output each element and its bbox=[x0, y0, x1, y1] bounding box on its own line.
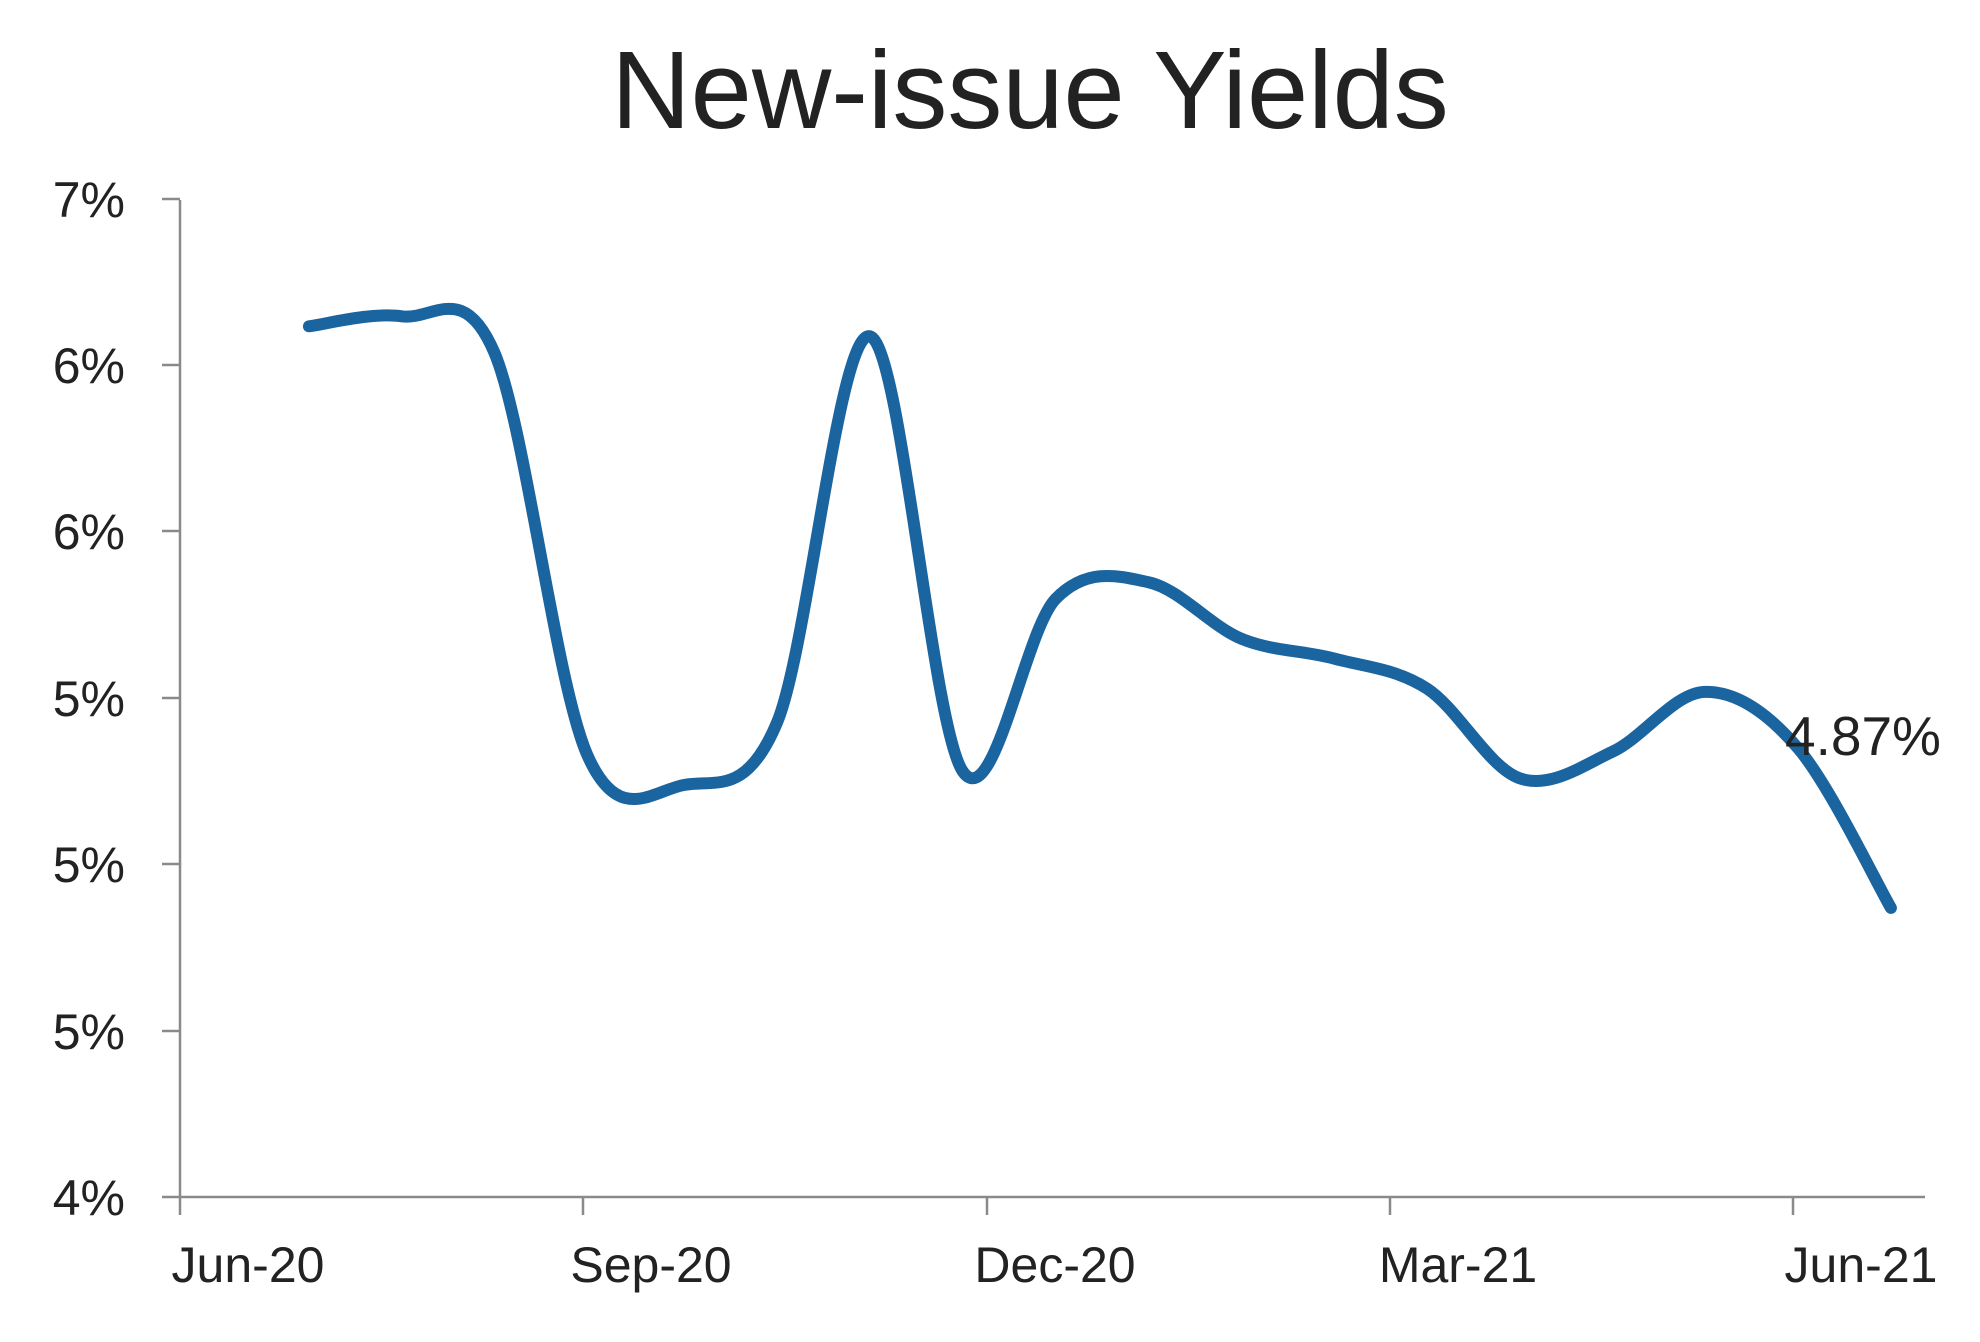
x-tick-label: Mar-21 bbox=[1379, 1237, 1537, 1293]
y-tick-label: 5% bbox=[53, 1004, 125, 1060]
x-tick-label: Jun-21 bbox=[1785, 1237, 1938, 1293]
x-tick-label: Sep-20 bbox=[570, 1237, 731, 1293]
series-line bbox=[302, 302, 1897, 914]
y-tick-label: 6% bbox=[53, 504, 125, 560]
annotation-layer: 4.87% bbox=[1785, 705, 1941, 767]
y-tick-label: 5% bbox=[53, 837, 125, 893]
x-tick-label: Dec-20 bbox=[974, 1237, 1135, 1293]
y-tick-label: 4% bbox=[53, 1170, 125, 1226]
y-tick-label: 7% bbox=[53, 172, 125, 228]
y-tick-label: 5% bbox=[53, 671, 125, 727]
y-axis-ticks: 4% 5% 5% 5% 6% 6% 7% bbox=[53, 172, 180, 1226]
x-tick-label: Jun-20 bbox=[172, 1237, 325, 1293]
y-tick-label: 6% bbox=[53, 338, 125, 394]
series-layer bbox=[302, 302, 1897, 914]
last-value-label: 4.87% bbox=[1785, 705, 1941, 767]
axes bbox=[178, 200, 1925, 1199]
x-axis-ticks: Jun-20 Sep-20 Dec-20 Mar-21 Jun-21 bbox=[172, 1197, 1938, 1293]
chart-title: New-issue Yields bbox=[611, 29, 1449, 152]
